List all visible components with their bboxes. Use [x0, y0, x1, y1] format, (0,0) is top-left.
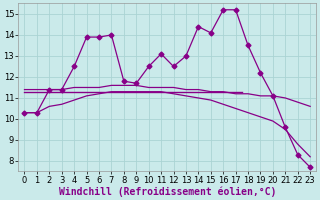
X-axis label: Windchill (Refroidissement éolien,°C): Windchill (Refroidissement éolien,°C) [59, 186, 276, 197]
